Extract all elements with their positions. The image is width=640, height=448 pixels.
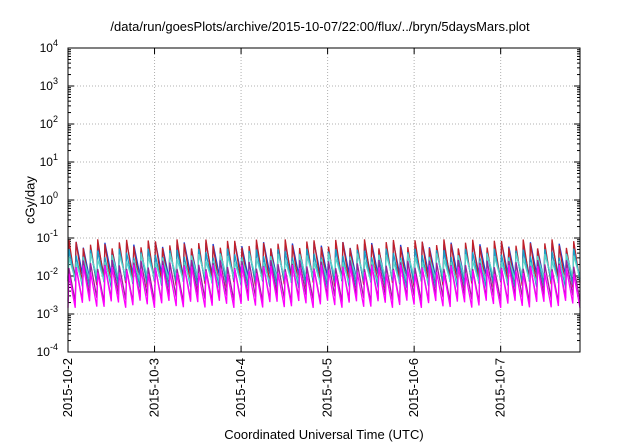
x-tick-label: 2015-10-2	[60, 358, 75, 417]
y-tick-label: 103	[40, 76, 58, 93]
y-tick-label: 104	[40, 38, 58, 55]
y-axis-label: cGy/day	[22, 176, 38, 224]
series-line	[67, 264, 581, 309]
y-tick-label: 10-3	[37, 304, 58, 321]
chart-title: /data/run/goesPlots/archive/2015-10-07/2…	[110, 19, 530, 34]
x-axis-label: Coordinated Universal Time (UTC)	[224, 427, 424, 442]
x-tick-label: 2015-10-6	[406, 358, 421, 417]
plot-frame	[67, 47, 581, 353]
y-tick-label: 101	[40, 152, 58, 169]
y-tick-label: 100	[40, 190, 58, 207]
x-tick-label: 2015-10-5	[320, 358, 335, 417]
y-tick-label: 10-1	[37, 228, 58, 245]
x-tick-label: 2015-10-7	[493, 358, 508, 417]
y-tick-label: 10-2	[37, 266, 58, 283]
x-tick-label: 2015-10-3	[147, 358, 162, 417]
y-tick-label: 102	[40, 114, 58, 131]
y-tick-label: 10-4	[37, 342, 58, 359]
x-tick-label: 2015-10-4	[233, 358, 248, 417]
